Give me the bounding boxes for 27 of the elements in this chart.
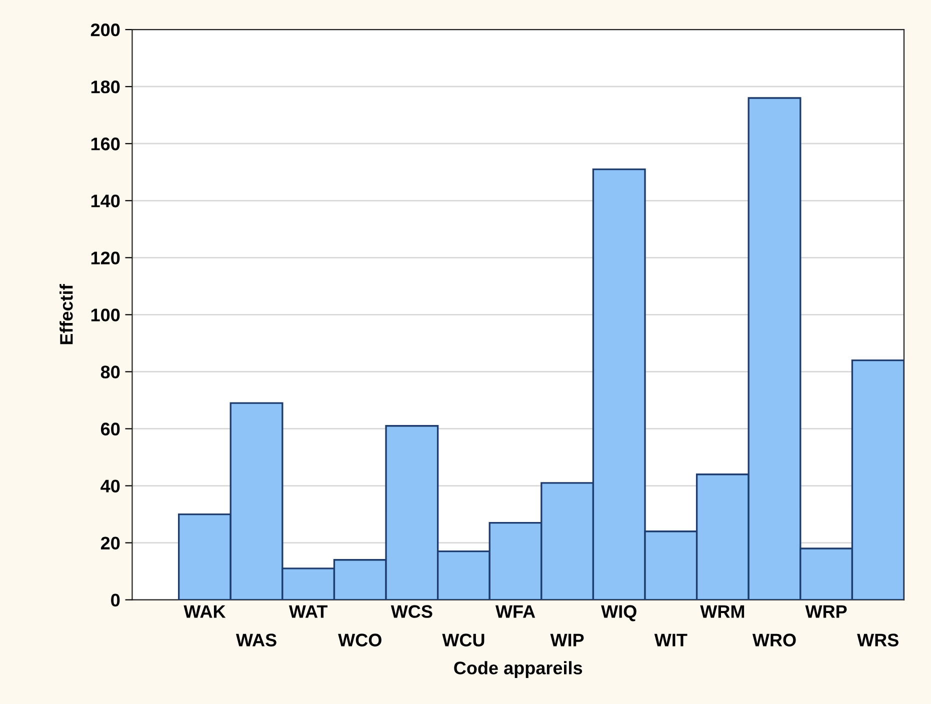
y-axis-title: Effectif bbox=[60, 284, 73, 344]
x-tick-label: WCS bbox=[390, 605, 432, 618]
x-tick-label: WAK bbox=[184, 605, 226, 618]
x-tick-label: WRS bbox=[857, 634, 898, 646]
x-tick-label: WAS bbox=[236, 634, 276, 646]
y-tick-label: 80 bbox=[100, 366, 120, 378]
x-axis-title: Code appareils bbox=[454, 661, 582, 678]
x-tick-label: WCU bbox=[442, 634, 484, 646]
x-tick-label: WIP bbox=[550, 634, 584, 646]
y-tick-label: 100 bbox=[91, 308, 120, 322]
x-tick-label: WRM bbox=[700, 605, 744, 618]
y-tick-label: 0 bbox=[111, 594, 120, 607]
x-tick-label: WAT bbox=[288, 605, 328, 618]
y-tick-label: 20 bbox=[100, 536, 120, 550]
x-tick-label: WFA bbox=[495, 605, 536, 618]
y-tick-label: 160 bbox=[91, 138, 120, 150]
x-tick-label: WIQ bbox=[601, 605, 636, 622]
y-tick-label: 120 bbox=[91, 252, 120, 264]
y-tick-label: 60 bbox=[100, 422, 120, 436]
y-tick-label: 180 bbox=[91, 80, 120, 94]
x-tick-label: WRP bbox=[805, 605, 847, 618]
x-tick-label: WRO bbox=[752, 634, 796, 646]
y-tick-label: 40 bbox=[100, 480, 120, 492]
y-tick-label: 200 bbox=[90, 24, 120, 36]
x-tick-label: WCO bbox=[338, 634, 382, 646]
y-tick-label: 140 bbox=[91, 194, 120, 208]
x-tick-label: WIT bbox=[654, 634, 688, 646]
